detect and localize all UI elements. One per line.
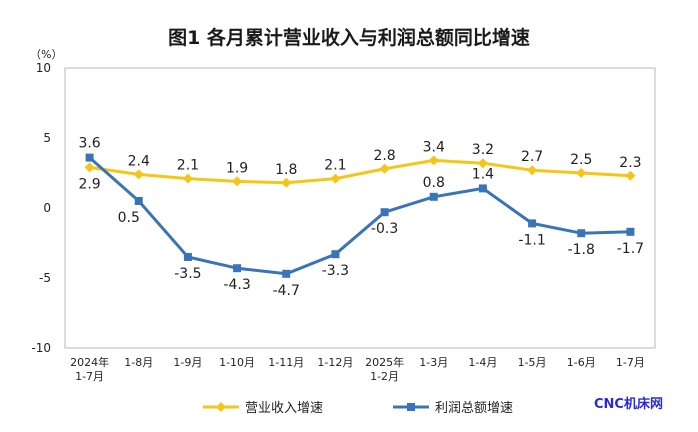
profit-data-label: -3.3 xyxy=(322,263,349,279)
data-labels: 2.9 2.4 2.1 1.9 1.8 2.1 2.8 3.4 3.2 2.7 2.5 2.3 3.6 0… xyxy=(78,136,644,299)
y-tick-label: -5 xyxy=(39,271,51,285)
x-tick-label: 1-10月 xyxy=(219,356,255,369)
profit-point xyxy=(183,253,192,261)
revenue-data-label: 1.8 xyxy=(275,162,297,178)
x-tick-label: 2025年 1-2月 xyxy=(365,355,404,383)
revenue-data-label: 2.9 xyxy=(78,176,100,192)
y-tick-label: 5 xyxy=(43,131,51,145)
revenue-data-label: 3.2 xyxy=(472,142,494,158)
series-line-2 xyxy=(88,156,631,276)
revenue-point xyxy=(232,176,243,187)
profit-point xyxy=(380,208,389,217)
profit-point xyxy=(331,250,340,259)
profit-point xyxy=(85,153,94,162)
revenue-point xyxy=(379,163,390,174)
profit-data-label: 0.5 xyxy=(118,210,140,226)
revenue-point xyxy=(625,170,636,181)
revenue-data-label: 1.9 xyxy=(226,160,248,176)
revenue-data-label: 2.8 xyxy=(373,148,395,164)
profit-data-label: -0.3 xyxy=(371,221,398,237)
x-axis-ticks: 2024年 1-7月 1-8月 1-9月 1-10月 1-11月 1-12月 2025年 1-2… xyxy=(70,355,645,383)
plot-frame xyxy=(64,67,656,349)
revenue-data-label: 2.4 xyxy=(128,153,150,169)
y-tick-label: -10 xyxy=(31,341,51,355)
y-tick-label: 0 xyxy=(43,201,51,215)
x-tick-label: 1-9月 xyxy=(173,356,202,369)
profit-point xyxy=(134,197,143,205)
x-tick-label: 1-6月 xyxy=(567,356,596,369)
profit-data-label: 0.8 xyxy=(423,175,445,191)
series-line-1 xyxy=(89,158,631,185)
series-layer xyxy=(84,153,636,278)
profit-data-label: -1.1 xyxy=(518,232,545,248)
profit-data-label: -4.3 xyxy=(223,277,250,293)
revenue-data-label: 2.5 xyxy=(570,152,592,168)
revenue-point xyxy=(182,173,193,184)
x-tick-label: 2024年 1-7月 xyxy=(70,355,109,383)
profit-data-label: 1.4 xyxy=(472,166,494,182)
profit-data-label: 3.6 xyxy=(78,136,100,152)
revenue-point xyxy=(428,155,439,166)
x-tick-label: 1-11月 xyxy=(268,356,304,369)
chart-title: 图1 各月累计营业收入与利润总额同比增速 xyxy=(168,26,530,49)
legend-marker xyxy=(407,403,415,411)
revenue-point xyxy=(133,169,144,180)
x-tick-label: 1-12月 xyxy=(317,356,353,369)
profit-point xyxy=(478,184,487,193)
y-tick-label: 10 xyxy=(36,61,51,75)
revenue-data-label: 3.4 xyxy=(423,139,445,155)
profit-data-label: -3.5 xyxy=(174,266,201,282)
legend: 营业收入增速 利润总额增速 xyxy=(203,401,513,416)
revenue-data-label: 2.1 xyxy=(324,158,346,174)
profit-point xyxy=(626,227,635,236)
profit-data-label: -4.7 xyxy=(273,283,300,299)
x-tick-label: 1-8月 xyxy=(124,356,153,369)
revenue-data-label: 2.1 xyxy=(177,158,199,174)
revenue-point xyxy=(84,162,95,173)
revenue-data-label: 2.3 xyxy=(619,155,641,171)
x-tick-label: 1-7月 xyxy=(616,356,645,369)
profit-point xyxy=(577,229,586,238)
legend-label: 利润总额增速 xyxy=(435,401,513,416)
revenue-data-label: 2.7 xyxy=(521,149,543,165)
profit-data-label: -1.8 xyxy=(568,242,595,258)
legend-label: 营业收入增速 xyxy=(245,401,323,416)
x-tick-label: 1-4月 xyxy=(468,356,497,369)
profit-point xyxy=(233,264,242,273)
y-axis-unit: （%） xyxy=(30,48,62,61)
revenue-point xyxy=(281,177,292,188)
profit-data-label: -1.7 xyxy=(617,241,644,257)
profit-point xyxy=(429,192,438,201)
x-tick-label: 1-5月 xyxy=(518,356,547,369)
revenue-point xyxy=(330,173,341,184)
profit-point xyxy=(282,269,291,278)
legend-marker xyxy=(216,402,226,412)
revenue-point xyxy=(576,168,587,178)
y-axis-ticks: 10 5 0 -5 -10 xyxy=(31,61,51,355)
revenue-point xyxy=(477,158,488,169)
watermark-text: CNC机床网 xyxy=(594,396,663,412)
profit-point xyxy=(528,219,537,228)
revenue-point xyxy=(527,165,538,176)
x-tick-label: 1-3月 xyxy=(419,356,448,369)
